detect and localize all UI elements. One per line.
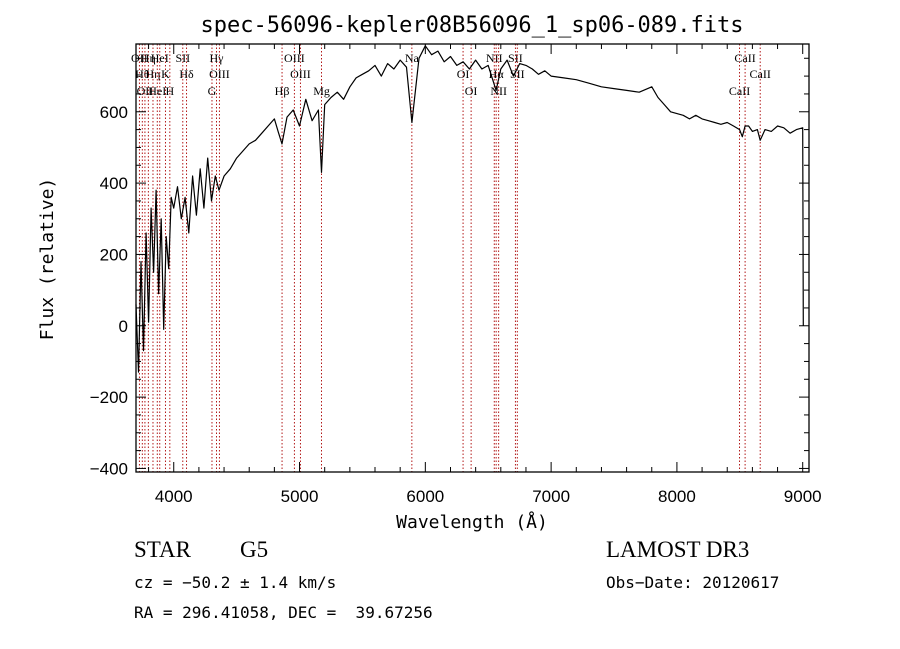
line-marker-label: SII — [175, 51, 190, 65]
spectral-line-markers: OIIHθOIIHηHηHeIHeIKHSIIHδGHγOIIIHβOIIIOI… — [131, 44, 771, 472]
line-marker-label: Hδ — [179, 67, 194, 81]
x-tick-label: 9000 — [784, 487, 822, 506]
chart-title: spec-56096-kepler08B56096_1_sp06-089.fit… — [200, 13, 743, 38]
x-axis-label: Wavelength (Å) — [396, 511, 548, 533]
survey-name: LAMOST DR3 — [606, 537, 750, 562]
redshift-cz: cz = −50.2 ± 1.4 km/s — [134, 573, 337, 592]
y-tick-label: 600 — [100, 103, 128, 122]
object-class: STAR — [134, 537, 191, 562]
line-marker-label: NII — [486, 51, 503, 65]
object-subclass: G5 — [240, 537, 269, 562]
line-marker-label: CaII — [729, 84, 750, 98]
spectrum-series — [135, 45, 804, 373]
x-tick-label: 8000 — [658, 487, 696, 506]
y-tick-label: −400 — [90, 459, 128, 478]
line-marker-label: NII — [490, 84, 507, 98]
line-marker-label: SII — [508, 51, 523, 65]
line-marker-label: OI — [457, 67, 470, 81]
spectrum-line — [135, 45, 804, 373]
x-tick-label: 7000 — [532, 487, 570, 506]
line-marker-label: K — [161, 67, 170, 81]
line-marker-label: Mg — [313, 84, 330, 98]
line-marker-label: CaII — [734, 51, 755, 65]
line-marker-label: Hη — [141, 51, 156, 65]
line-marker-label: H — [166, 84, 175, 98]
x-axis-ticks: 4000 5000 6000 7000 8000 9000 — [148, 44, 822, 506]
y-axis-ticks: −400 −200 0 200 400 600 — [90, 57, 809, 478]
x-tick-label: 5000 — [281, 487, 319, 506]
line-marker-label: G — [208, 84, 217, 98]
observation-date: Obs−Date: 20120617 — [606, 573, 780, 592]
line-marker-label: OIII — [290, 67, 311, 81]
line-marker-label: Na — [405, 51, 420, 65]
line-marker-label: Hγ — [210, 51, 225, 65]
line-marker-label: HeI — [151, 51, 169, 65]
y-tick-label: 400 — [100, 174, 128, 193]
y-tick-label: 0 — [119, 317, 128, 336]
line-marker-label: CaII — [750, 67, 771, 81]
plot-frame — [135, 43, 810, 473]
line-marker-label: Hθ — [135, 67, 150, 81]
y-tick-label: −200 — [90, 388, 128, 407]
line-marker-label: SII — [510, 67, 525, 81]
line-marker-label: OIII — [284, 51, 305, 65]
line-marker-label: Hη — [146, 67, 161, 81]
line-marker-label: HeI — [148, 84, 166, 98]
line-marker-label: OI — [465, 84, 478, 98]
line-marker-label: Hβ — [275, 84, 290, 98]
y-axis-label: Flux (relative) — [37, 178, 58, 341]
ra-dec-coordinates: RA = 296.41058, DEC = 39.67256 — [134, 603, 433, 622]
y-tick-label: 200 — [100, 245, 128, 264]
x-tick-label: 4000 — [155, 487, 193, 506]
line-marker-label: OII — [137, 84, 154, 98]
x-tick-label: 6000 — [406, 487, 444, 506]
line-marker-label: OIII — [209, 67, 230, 81]
